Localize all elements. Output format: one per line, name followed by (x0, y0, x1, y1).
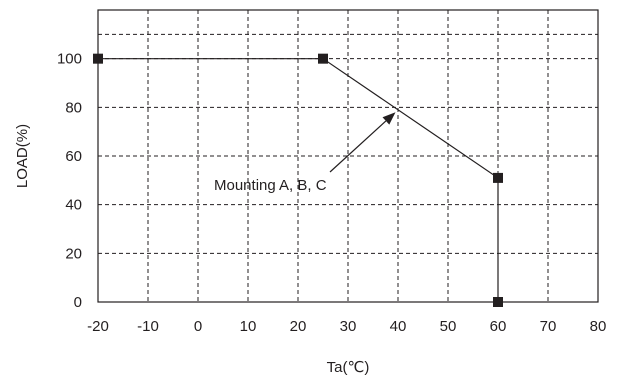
y-tick-label: 20 (65, 245, 82, 262)
y-tick-label: 0 (74, 294, 82, 311)
annotation-arrowhead (382, 112, 396, 125)
y-tick-label: 60 (65, 148, 82, 165)
y-tick-label: 100 (57, 51, 82, 68)
data-point-marker (493, 297, 503, 307)
data-point-marker (318, 53, 328, 64)
x-tick-label: 0 (194, 318, 202, 335)
x-tick-label: 30 (340, 318, 357, 335)
x-tick-label: 70 (540, 318, 557, 335)
x-tick-label: -10 (137, 318, 159, 335)
x-tick-label: 80 (590, 318, 607, 335)
plot-frame (97, 9, 599, 303)
annotation-group: Mounting A, B, C (214, 112, 396, 194)
x-tick-label: 40 (390, 318, 407, 335)
annotation-label: Mounting A, B, C (214, 177, 327, 194)
series-polyline (98, 58, 499, 302)
x-axis-tick-labels: -20 -10 0 10 20 30 40 50 60 70 80 (87, 318, 606, 335)
x-tick-label: 20 (290, 318, 307, 335)
y-tick-label: 80 (65, 99, 82, 116)
annotation-arrow (329, 120, 387, 173)
y-axis-label: LOAD(%) (14, 124, 31, 188)
y-axis-tick-labels: 0 20 40 60 80 100 (57, 51, 82, 311)
x-tick-label: 60 (490, 318, 507, 335)
y-tick-label: 40 (65, 197, 82, 214)
x-tick-label: 50 (440, 318, 457, 335)
series-line (98, 58, 499, 302)
data-point-marker (493, 172, 503, 183)
x-axis-label: Ta(℃) (327, 359, 370, 376)
x-tick-label: -20 (87, 318, 109, 335)
data-point-marker (93, 53, 103, 64)
series-markers (93, 53, 503, 307)
grid-lines (98, 10, 598, 302)
x-tick-label: 10 (240, 318, 257, 335)
